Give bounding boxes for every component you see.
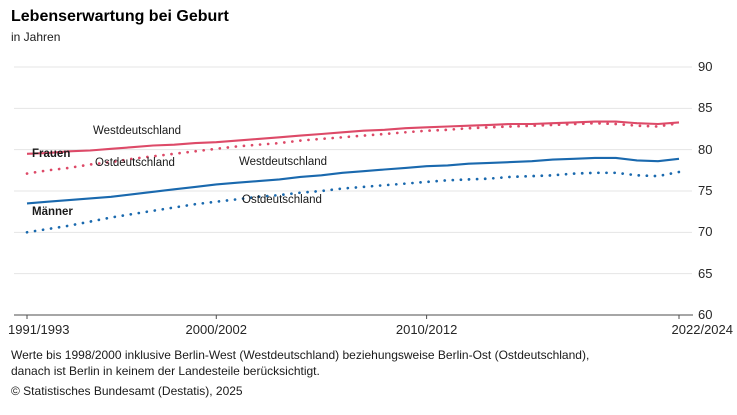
y-axis-tick-label: 90 [698,58,713,74]
y-axis-tick-label: 80 [698,141,713,157]
y-axis-tick-label: 85 [698,100,713,116]
label-maenner: Männer [32,206,73,218]
label-maenner-ostdeutschland: Ostdeutschland [242,194,322,206]
footnote-line-2: danach ist Berlin in keinem der Landeste… [11,363,320,378]
y-axis-tick-label: 70 [698,224,713,240]
x-axis-tick-label: 2000/2002 [185,322,247,337]
chart-subtitle: in Jahren [11,30,61,44]
x-axis-tick-label: 2010/2012 [395,322,458,337]
series-line-2 [26,156,680,205]
chart-title: Lebenserwartung bei Geburt [11,8,229,25]
footnote: Werte bis 1998/2000 inklusive Berlin-Wes… [11,348,589,379]
label-frauen-ostdeutschland: Ostdeutschland [95,157,175,169]
series-line-0 [26,120,680,155]
x-axis-tick-label: 2022/2024 [671,322,733,337]
y-axis-tick-label: 60 [698,307,713,322]
copyright-text: © Statistisches Bundesamt (Destatis), 20… [11,384,243,398]
series-line-3 [25,170,681,234]
label-frauen: Frauen [32,148,71,160]
y-axis-tick-label: 75 [698,182,713,198]
footnote-line-1: Werte bis 1998/2000 inklusive Berlin-Wes… [11,348,590,362]
label-frauen-westdeutschland: Westdeutschland [93,125,182,137]
y-axis-tick-label: 65 [698,265,713,281]
label-maenner-westdeutschland: Westdeutschland [239,156,328,168]
x-axis-tick-label: 1991/1993 [8,322,70,337]
